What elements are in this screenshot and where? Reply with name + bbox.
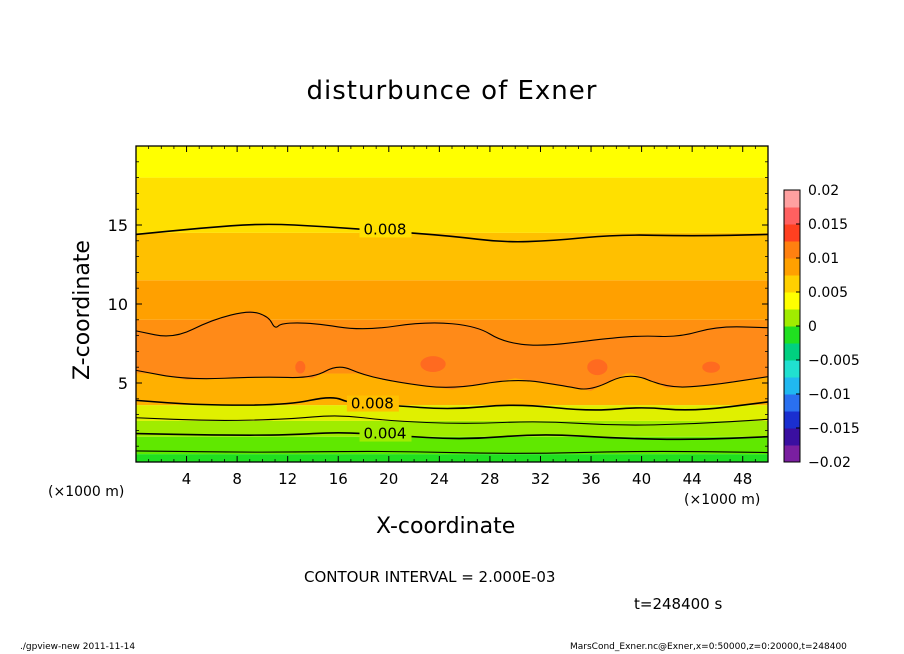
colorbar-segment-5: [784, 360, 800, 378]
max-blob-2: [702, 361, 720, 373]
x-tick-label-1: 8: [232, 470, 242, 488]
colorbar: 0.02 0.015 0.01 0.005 0 −0.005 −0.01 −0.015 −0.0…: [783, 183, 860, 471]
max-blob-1: [587, 359, 608, 376]
colorbar-segment-12: [784, 241, 800, 259]
band-1: [136, 436, 768, 455]
footer-left: ./gpview-new 2011-11-14: [20, 642, 136, 652]
colorbar-tick-label-8: −0.02: [808, 455, 851, 471]
contour-labels: 0.008 0.008 0.004: [346, 220, 412, 443]
x-axis-label: X-coordinate: [376, 514, 516, 539]
x-tick-label-3: 16: [329, 470, 348, 488]
y-unit-label: (×1000 m): [48, 484, 125, 500]
contour-label-bg-0: [359, 221, 412, 238]
colorbar-segment-11: [784, 258, 800, 276]
colorbar-segment-3: [784, 394, 800, 412]
contour-label-3: 0.008: [351, 395, 394, 413]
x-tick-label-6: 28: [480, 470, 499, 488]
colorbar-segment-2: [784, 411, 800, 429]
colorbar-segment-0: [784, 445, 800, 463]
colorbar-segment-9: [784, 292, 800, 310]
contour-label-bg-3: [346, 395, 399, 412]
x-tick-label-11: 48: [733, 470, 752, 488]
colorbar-segment-10: [784, 275, 800, 293]
colorbar-segment-7: [784, 326, 800, 344]
contour-lines: [136, 223, 768, 454]
x-tick-label-7: 32: [531, 470, 550, 488]
band-7: [136, 232, 768, 281]
contour-line-0: [136, 223, 768, 243]
contour-line-1: [136, 311, 768, 346]
y-tick-label-2: 15: [108, 216, 128, 235]
band-6: [136, 280, 768, 320]
colorbar-tick-label-7: −0.015: [808, 421, 860, 437]
x-tick-label-0: 4: [182, 470, 192, 488]
colorbar-tick-label-1: 0.015: [808, 217, 848, 233]
contour-line-6: [136, 450, 768, 454]
y-tick-label-1: 10: [108, 295, 128, 314]
colorbar-tick-label-0: 0.02: [808, 183, 839, 199]
band-0: [136, 454, 768, 462]
colorbar-tick-label-2: 0.01: [808, 251, 839, 267]
colorbar-segment-8: [784, 309, 800, 327]
x-tick-label-8: 36: [581, 470, 600, 488]
x-tick-label-2: 12: [278, 470, 297, 488]
colorbar-segment-15: [784, 190, 800, 208]
colorbar-segment-14: [784, 207, 800, 225]
core-region: [136, 310, 768, 391]
time-text: t=248400 s: [634, 595, 723, 613]
chart-title: disturbunce of Exner: [306, 76, 598, 106]
x-tick-label-10: 44: [683, 470, 702, 488]
band-8: [136, 177, 768, 233]
colorbar-tick-label-5: −0.005: [808, 353, 860, 369]
y-tick-label-0: 5: [118, 374, 128, 393]
colorbar-segment-6: [784, 343, 800, 361]
band-3: [136, 405, 768, 421]
contour-label-0: 0.008: [364, 220, 407, 238]
x-unit-label: (×1000 m): [684, 492, 761, 508]
x-tick-label-9: 40: [632, 470, 651, 488]
filled-contours: [136, 146, 768, 462]
x-tick-label-5: 24: [430, 470, 449, 488]
contour-label-bg-5: [359, 425, 412, 442]
footer-right: MarsCond_Exner.nc@Exner,x=0:50000,z=0:20…: [570, 642, 847, 652]
colorbar-tick-label-3: 0.005: [808, 285, 848, 301]
contour-interval-text: CONTOUR INTERVAL = 2.000E-03: [304, 568, 556, 586]
contour-line-2: [136, 366, 768, 390]
colorbar-segment-13: [784, 224, 800, 242]
x-tick-label-4: 20: [379, 470, 398, 488]
colorbar-tick-label-6: −0.01: [808, 387, 851, 403]
colorbar-segment-1: [784, 428, 800, 446]
colorbar-segment-4: [784, 377, 800, 395]
contour-label-5: 0.004: [364, 425, 407, 443]
max-blob-3: [295, 360, 306, 374]
band-9: [136, 146, 768, 178]
max-blob-0: [420, 356, 446, 372]
contour-line-4: [136, 415, 768, 426]
colorbar-tick-label-4: 0: [808, 319, 817, 335]
